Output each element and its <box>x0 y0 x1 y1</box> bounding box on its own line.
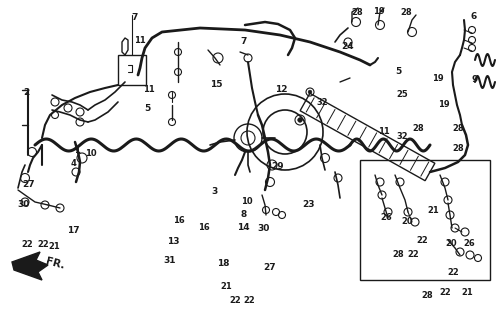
Text: 22: 22 <box>21 240 33 249</box>
Text: 17: 17 <box>67 226 80 235</box>
Bar <box>118 55 146 85</box>
Circle shape <box>308 90 312 94</box>
Polygon shape <box>12 252 48 280</box>
Text: 7: 7 <box>241 37 247 46</box>
Text: 22: 22 <box>440 288 452 297</box>
Text: 8: 8 <box>241 210 247 219</box>
Text: 22: 22 <box>447 268 459 277</box>
Text: 1: 1 <box>74 146 80 155</box>
Text: 22: 22 <box>229 296 241 305</box>
Text: 20: 20 <box>401 217 413 226</box>
Text: 26: 26 <box>463 239 475 248</box>
Text: 6: 6 <box>471 12 477 21</box>
Text: 29: 29 <box>271 162 284 171</box>
Text: 11: 11 <box>143 85 155 94</box>
Text: 30: 30 <box>18 200 30 209</box>
Text: 11: 11 <box>133 36 145 44</box>
Text: 16: 16 <box>173 216 185 225</box>
Text: 5: 5 <box>395 67 401 76</box>
Text: 22: 22 <box>243 296 255 305</box>
Text: 32: 32 <box>396 132 408 140</box>
Text: 16: 16 <box>198 223 210 232</box>
Text: 28: 28 <box>452 124 464 133</box>
Text: 21: 21 <box>48 242 60 251</box>
Text: 11: 11 <box>377 127 389 136</box>
Text: 22: 22 <box>416 236 428 245</box>
Text: 28: 28 <box>412 124 424 133</box>
Text: 3: 3 <box>211 188 217 196</box>
Text: 25: 25 <box>396 90 408 99</box>
Text: 5: 5 <box>144 104 150 113</box>
Text: 19: 19 <box>373 7 384 16</box>
Text: 27: 27 <box>22 180 35 188</box>
Text: 23: 23 <box>302 200 315 209</box>
Text: 28: 28 <box>392 250 404 259</box>
Text: 15: 15 <box>210 80 223 89</box>
Text: 13: 13 <box>167 237 180 246</box>
Text: 12: 12 <box>275 85 288 94</box>
Text: 10: 10 <box>85 149 97 158</box>
Text: 27: 27 <box>263 263 276 272</box>
Text: 24: 24 <box>341 42 354 51</box>
Text: 21: 21 <box>221 282 233 291</box>
Text: 28: 28 <box>452 144 464 153</box>
Text: FR.: FR. <box>44 257 65 271</box>
Text: 21: 21 <box>461 288 473 297</box>
Text: 20: 20 <box>445 239 457 248</box>
Text: 7: 7 <box>131 13 137 22</box>
Text: 10: 10 <box>241 197 252 206</box>
Text: 21: 21 <box>427 206 439 215</box>
Text: 26: 26 <box>380 213 392 222</box>
Text: 4: 4 <box>71 159 77 168</box>
Text: 19: 19 <box>438 100 450 109</box>
Text: 18: 18 <box>217 260 230 268</box>
Circle shape <box>298 118 302 122</box>
Bar <box>360 160 490 280</box>
Text: 28: 28 <box>400 8 412 17</box>
Text: 14: 14 <box>237 223 249 232</box>
Text: 22: 22 <box>407 250 419 259</box>
Text: 9: 9 <box>472 75 478 84</box>
Text: 19: 19 <box>432 74 444 83</box>
Text: 28: 28 <box>421 292 433 300</box>
Text: 31: 31 <box>163 256 176 265</box>
Text: 2: 2 <box>23 88 29 97</box>
Text: 22: 22 <box>37 240 49 249</box>
Text: 30: 30 <box>258 224 270 233</box>
Text: 28: 28 <box>352 8 364 17</box>
Text: 32: 32 <box>317 98 329 107</box>
